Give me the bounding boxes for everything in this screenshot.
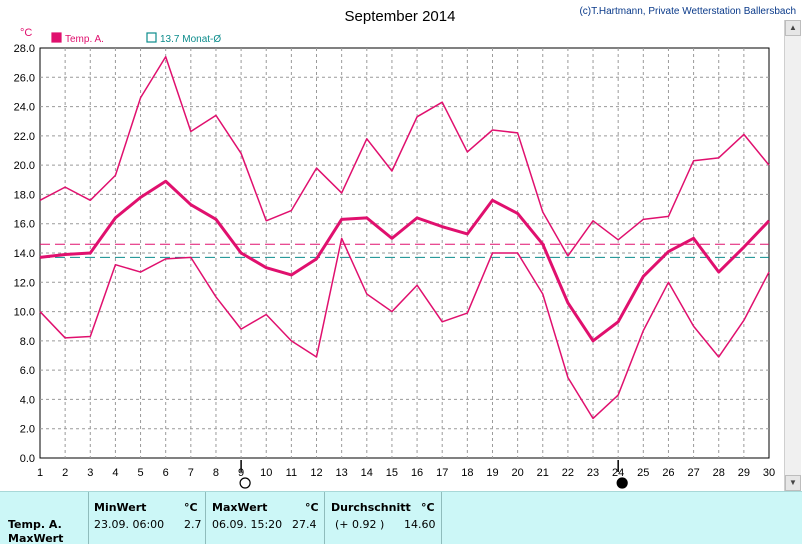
- y-tick-label: 24.0: [14, 102, 35, 114]
- x-tick-label: 28: [713, 467, 725, 479]
- x-tick-label: 5: [137, 467, 143, 479]
- x-tick-label: 25: [637, 467, 649, 479]
- y-tick-label: 16.0: [14, 219, 35, 231]
- x-tick-label: 8: [213, 467, 219, 479]
- x-tick-label: 24: [612, 467, 624, 479]
- series-line-max: [39, 56, 770, 257]
- x-tick-label: 3: [87, 467, 93, 479]
- divider: [324, 492, 325, 544]
- x-tick-label: 12: [310, 467, 322, 479]
- moon-markers: [239, 460, 628, 489]
- y-tick-label: 14.0: [14, 248, 35, 260]
- x-tick-label: 6: [163, 467, 169, 479]
- row-label: Temp. A.: [8, 518, 62, 531]
- x-tick-label: 2: [62, 467, 68, 479]
- max-unit: °C: [305, 501, 319, 514]
- max-value: 27.4: [292, 518, 317, 531]
- x-tick-label: 13: [336, 467, 348, 479]
- y-tick-label: 22.0: [14, 131, 35, 143]
- x-tick-label: 10: [260, 467, 272, 479]
- temperature-chart: September 2014 (c)T.Hartmann, Private We…: [14, 6, 796, 489]
- divider: [88, 492, 89, 544]
- series-line-mean: [39, 179, 771, 343]
- x-tick-label: 1: [37, 467, 43, 479]
- x-tick-label: 7: [188, 467, 194, 479]
- legend: Temp. A. 13.7 Monat-Ø: [51, 32, 221, 45]
- avg-value: 14.60: [404, 518, 436, 531]
- x-tick-label: 30: [763, 467, 775, 479]
- new-moon-icon: [616, 477, 628, 489]
- y-tick-label: 4.0: [20, 394, 35, 406]
- avg-delta: (+ 0.92 ): [335, 518, 385, 531]
- max-header: MaxWert: [212, 501, 268, 514]
- reference-lines: [40, 243, 769, 258]
- y-tick-label: 10.0: [14, 307, 35, 319]
- series-lines: [39, 56, 771, 420]
- y-tick-label: 18.0: [14, 189, 35, 201]
- x-tick-label: 21: [537, 467, 549, 479]
- x-tick-label: 20: [511, 467, 523, 479]
- y-tick-label: 26.0: [14, 72, 35, 84]
- y-tick-label: 6.0: [20, 365, 35, 377]
- x-tick-labels: 1 2 3 4 5 6 7 8 9 10 11 12 13 14 15 16 17 18 19 20 21 22 23 24 2…: [37, 467, 775, 479]
- y-tick-label: 12.0: [14, 277, 35, 289]
- scroll-down-icon[interactable]: ▼: [785, 475, 801, 491]
- y-tick-labels: 0.0 2.0 4.0 6.0 8.0 10.0 12.0 14.0 16.0 18.0 20.0 2…: [14, 43, 35, 465]
- statistics-panel: Temp. A. MaxWert MinWert °C 23.09. 06:00…: [0, 491, 802, 545]
- avg-header: Durchschnitt: [331, 501, 411, 514]
- y-tick-label: 0.0: [20, 453, 35, 465]
- x-tick-label: 4: [112, 467, 118, 479]
- legend-label: 13.7 Monat-Ø: [160, 34, 221, 45]
- legend-label: Temp. A.: [65, 34, 104, 45]
- grid: [39, 47, 770, 459]
- legend-swatch-filled: [51, 32, 62, 43]
- x-tick-label: 15: [386, 467, 398, 479]
- x-tick-label: 29: [738, 467, 750, 479]
- series-line-min: [39, 237, 770, 420]
- x-tick-label: 26: [662, 467, 674, 479]
- x-tick-label: 11: [286, 467, 297, 479]
- chart-title: September 2014: [345, 8, 456, 25]
- x-tick-label: 23: [587, 467, 599, 479]
- legend-swatch-open: [146, 32, 157, 43]
- vertical-scrollbar[interactable]: ▲ ▼: [784, 20, 801, 491]
- min-unit: °C: [184, 501, 198, 514]
- min-value: 2.7: [184, 518, 202, 531]
- avg-unit: °C: [421, 501, 435, 514]
- divider: [205, 492, 206, 544]
- scroll-up-icon[interactable]: ▲: [785, 20, 801, 36]
- x-tick-label: 27: [687, 467, 699, 479]
- y-tick-label: 20.0: [14, 160, 35, 172]
- min-header: MinWert: [94, 501, 147, 514]
- min-date: 23.09. 06:00: [94, 518, 165, 531]
- y-axis-unit: °C: [20, 27, 32, 39]
- x-tick-label: 17: [436, 467, 448, 479]
- x-tick-label: 18: [461, 467, 473, 479]
- full-moon-icon: [239, 477, 251, 489]
- y-tick-label: 2.0: [20, 424, 35, 436]
- x-tick-label: 16: [411, 467, 423, 479]
- y-tick-label: 28.0: [14, 43, 35, 55]
- divider: [441, 492, 442, 544]
- max-date: 06.09. 15:20: [212, 518, 283, 531]
- x-tick-label: 22: [562, 467, 574, 479]
- y-tick-label: 8.0: [20, 336, 35, 348]
- x-tick-label: 9: [238, 467, 244, 479]
- x-tick-label: 14: [361, 467, 373, 479]
- copyright-note: (c)T.Hartmann, Private Wetterstation Bal…: [579, 6, 796, 17]
- row-label-2: MaxWert: [8, 532, 64, 545]
- x-tick-label: 19: [486, 467, 498, 479]
